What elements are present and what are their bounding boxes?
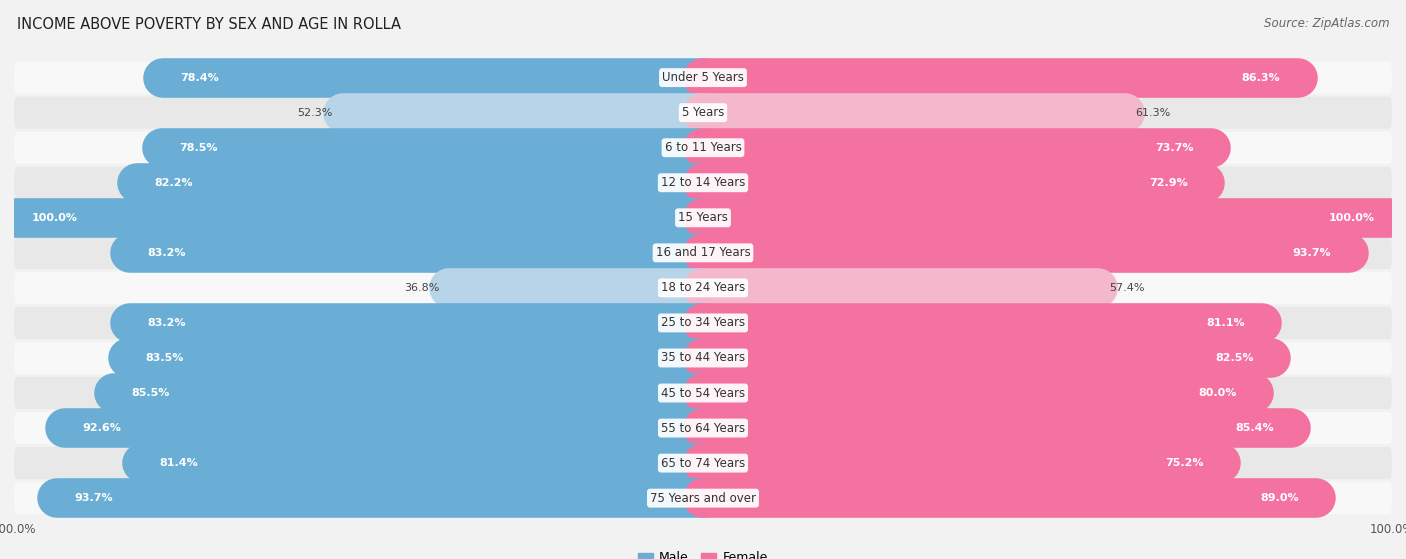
FancyBboxPatch shape [14,377,1392,409]
Text: 72.9%: 72.9% [1149,178,1188,188]
Text: 86.3%: 86.3% [1241,73,1281,83]
Text: 82.5%: 82.5% [1216,353,1254,363]
Text: 93.7%: 93.7% [1292,248,1331,258]
Text: 61.3%: 61.3% [1136,108,1171,118]
Text: 75 Years and over: 75 Years and over [650,492,756,505]
Text: 57.4%: 57.4% [1109,283,1144,293]
Text: 55 to 64 Years: 55 to 64 Years [661,421,745,434]
FancyBboxPatch shape [14,167,1392,199]
FancyBboxPatch shape [14,272,1392,304]
FancyBboxPatch shape [14,202,1392,234]
Text: 82.2%: 82.2% [153,178,193,188]
FancyBboxPatch shape [14,482,1392,514]
Text: 78.4%: 78.4% [180,73,219,83]
Text: 73.7%: 73.7% [1154,143,1194,153]
Text: 5 Years: 5 Years [682,106,724,119]
Text: Under 5 Years: Under 5 Years [662,71,744,84]
FancyBboxPatch shape [14,97,1392,129]
FancyBboxPatch shape [14,307,1392,339]
Text: 65 to 74 Years: 65 to 74 Years [661,457,745,470]
Text: 75.2%: 75.2% [1166,458,1204,468]
Text: 100.0%: 100.0% [31,213,77,223]
Text: 83.5%: 83.5% [145,353,183,363]
Text: Source: ZipAtlas.com: Source: ZipAtlas.com [1264,17,1389,30]
Legend: Male, Female: Male, Female [633,546,773,559]
FancyBboxPatch shape [14,236,1392,269]
Text: 80.0%: 80.0% [1198,388,1237,398]
Text: 12 to 14 Years: 12 to 14 Years [661,176,745,190]
FancyBboxPatch shape [14,447,1392,479]
Text: 92.6%: 92.6% [83,423,121,433]
Text: 81.4%: 81.4% [159,458,198,468]
Text: 16 and 17 Years: 16 and 17 Years [655,247,751,259]
Text: 15 Years: 15 Years [678,211,728,224]
Text: 81.1%: 81.1% [1206,318,1244,328]
Text: 100.0%: 100.0% [1329,213,1375,223]
Text: 45 to 54 Years: 45 to 54 Years [661,386,745,400]
Text: 18 to 24 Years: 18 to 24 Years [661,281,745,295]
Text: 85.5%: 85.5% [131,388,170,398]
Text: 93.7%: 93.7% [75,493,114,503]
Text: 89.0%: 89.0% [1260,493,1299,503]
Text: 83.2%: 83.2% [148,318,186,328]
FancyBboxPatch shape [14,412,1392,444]
Text: 6 to 11 Years: 6 to 11 Years [665,141,741,154]
Text: INCOME ABOVE POVERTY BY SEX AND AGE IN ROLLA: INCOME ABOVE POVERTY BY SEX AND AGE IN R… [17,17,401,32]
Text: 78.5%: 78.5% [180,143,218,153]
Text: 52.3%: 52.3% [297,108,332,118]
Text: 85.4%: 85.4% [1236,423,1274,433]
Text: 36.8%: 36.8% [404,283,439,293]
Text: 25 to 34 Years: 25 to 34 Years [661,316,745,329]
FancyBboxPatch shape [14,342,1392,374]
Text: 83.2%: 83.2% [148,248,186,258]
FancyBboxPatch shape [14,131,1392,164]
Text: 35 to 44 Years: 35 to 44 Years [661,352,745,364]
FancyBboxPatch shape [14,61,1392,94]
